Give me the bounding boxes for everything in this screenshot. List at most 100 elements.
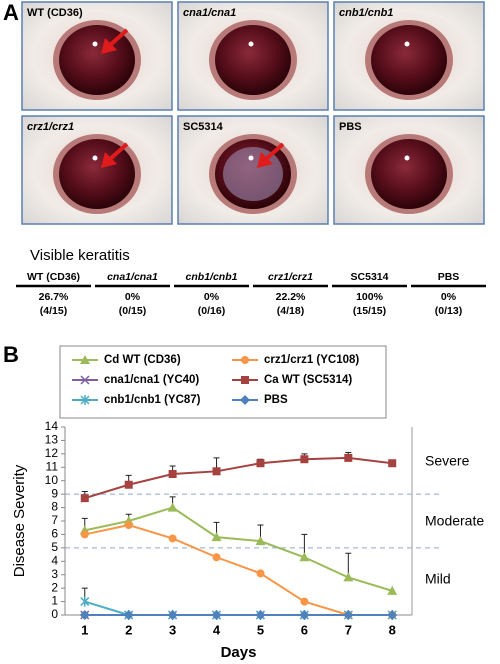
y-tick-label: 13 (45, 433, 59, 447)
x-tick-label: 5 (257, 622, 264, 637)
marker (80, 355, 90, 364)
marker (299, 552, 310, 562)
glint (248, 41, 254, 47)
y-tick-label: 12 (45, 446, 59, 460)
legend-label: PBS (264, 394, 288, 406)
table-cell: (0/15) (119, 305, 146, 317)
marker (387, 585, 398, 595)
glint (248, 155, 254, 161)
x-tick-label: 2 (125, 622, 132, 637)
zone-label: Severe (425, 453, 470, 469)
table-cell: 22.2% (276, 291, 306, 303)
legend-label: cnb1/cnb1 (YC87) (104, 394, 201, 406)
series-line (84, 506, 393, 592)
table-cell: (4/15) (40, 305, 67, 317)
x-tick-label: 3 (169, 622, 176, 637)
photo-label: WT (CD36) (27, 7, 83, 19)
marker (256, 459, 265, 468)
legend-label: cna1/cna1 (YC40) (104, 374, 199, 386)
arrow (107, 142, 129, 162)
table-header: cna1/cna1 (107, 271, 158, 283)
marker (300, 455, 309, 464)
table-title: Visible keratitis (30, 247, 130, 264)
table-header: crz1/crz1 (268, 271, 313, 283)
table-header: WT (CD36) (27, 271, 80, 283)
y-tick-label: 4 (51, 553, 58, 567)
marker (240, 395, 250, 405)
arrow-head (101, 152, 117, 168)
eye (59, 25, 135, 95)
marker (167, 502, 178, 512)
photo-label: PBS (339, 121, 362, 133)
table-cell: 0% (125, 291, 141, 303)
y-tick-label: 5 (51, 540, 58, 554)
table-cell: (0/16) (198, 305, 225, 317)
marker (255, 536, 266, 546)
table-header: SC5314 (351, 271, 389, 283)
eye (59, 139, 135, 209)
table-cell: (15/15) (353, 305, 386, 317)
y-tick-label: 9 (51, 486, 58, 500)
y-axis-label: Disease Severity (11, 464, 28, 577)
panel-label: A (3, 0, 19, 25)
arrow-head (101, 38, 117, 54)
marker (168, 470, 177, 478)
marker (256, 569, 265, 578)
y-tick-label: 6 (51, 527, 58, 541)
marker (124, 480, 133, 489)
arrow (263, 142, 285, 162)
x-axis-label: Days (221, 644, 257, 661)
table-cell: 0% (204, 291, 220, 303)
x-tick-label: 7 (345, 622, 352, 637)
arrow (107, 28, 129, 48)
marker (80, 596, 90, 607)
photo-label: cnb1/cnb1 (339, 7, 393, 19)
marker (211, 610, 222, 620)
zone-label: Mild (425, 571, 451, 587)
legend-label: Ca WT (SC5314) (264, 374, 352, 386)
x-tick-label: 6 (301, 622, 308, 637)
marker (80, 530, 89, 539)
marker (343, 572, 354, 582)
table-cell: (4/18) (277, 305, 304, 317)
y-tick-label: 14 (45, 419, 59, 433)
table-header: PBS (438, 271, 460, 283)
y-tick-label: 7 (51, 513, 58, 527)
y-tick-label: 3 (51, 567, 58, 581)
marker (388, 459, 397, 468)
photo-label: SC5314 (183, 121, 224, 133)
table-header: cnb1/cnb1 (186, 271, 238, 283)
eye (371, 25, 447, 95)
marker (80, 395, 90, 405)
glint (404, 41, 410, 47)
y-tick-label: 0 (51, 607, 58, 621)
marker (241, 376, 249, 384)
legend-box (59, 345, 387, 419)
glint (92, 155, 98, 161)
marker (79, 610, 90, 620)
marker (168, 534, 177, 543)
y-tick-label: 10 (45, 473, 59, 487)
marker (211, 532, 222, 542)
table-cell: 0% (441, 291, 457, 303)
marker (212, 553, 221, 562)
opacity (223, 147, 283, 201)
x-tick-label: 8 (389, 622, 396, 637)
x-tick-label: 1 (81, 622, 88, 637)
panel-label: B (3, 342, 19, 367)
marker (344, 453, 353, 462)
table-cell: 100% (356, 291, 384, 303)
legend-label: crz1/crz1 (YC108) (264, 354, 359, 366)
marker (241, 356, 249, 364)
eye (215, 25, 291, 95)
eye (371, 139, 447, 209)
y-tick-label: 1 (51, 594, 58, 608)
marker (80, 375, 90, 385)
marker (343, 610, 354, 620)
table-cell: 26.7% (39, 291, 69, 303)
x-tick-label: 4 (213, 622, 221, 637)
y-tick-label: 8 (51, 500, 58, 514)
marker (212, 467, 221, 476)
photo-label: crz1/crz1 (27, 121, 74, 133)
